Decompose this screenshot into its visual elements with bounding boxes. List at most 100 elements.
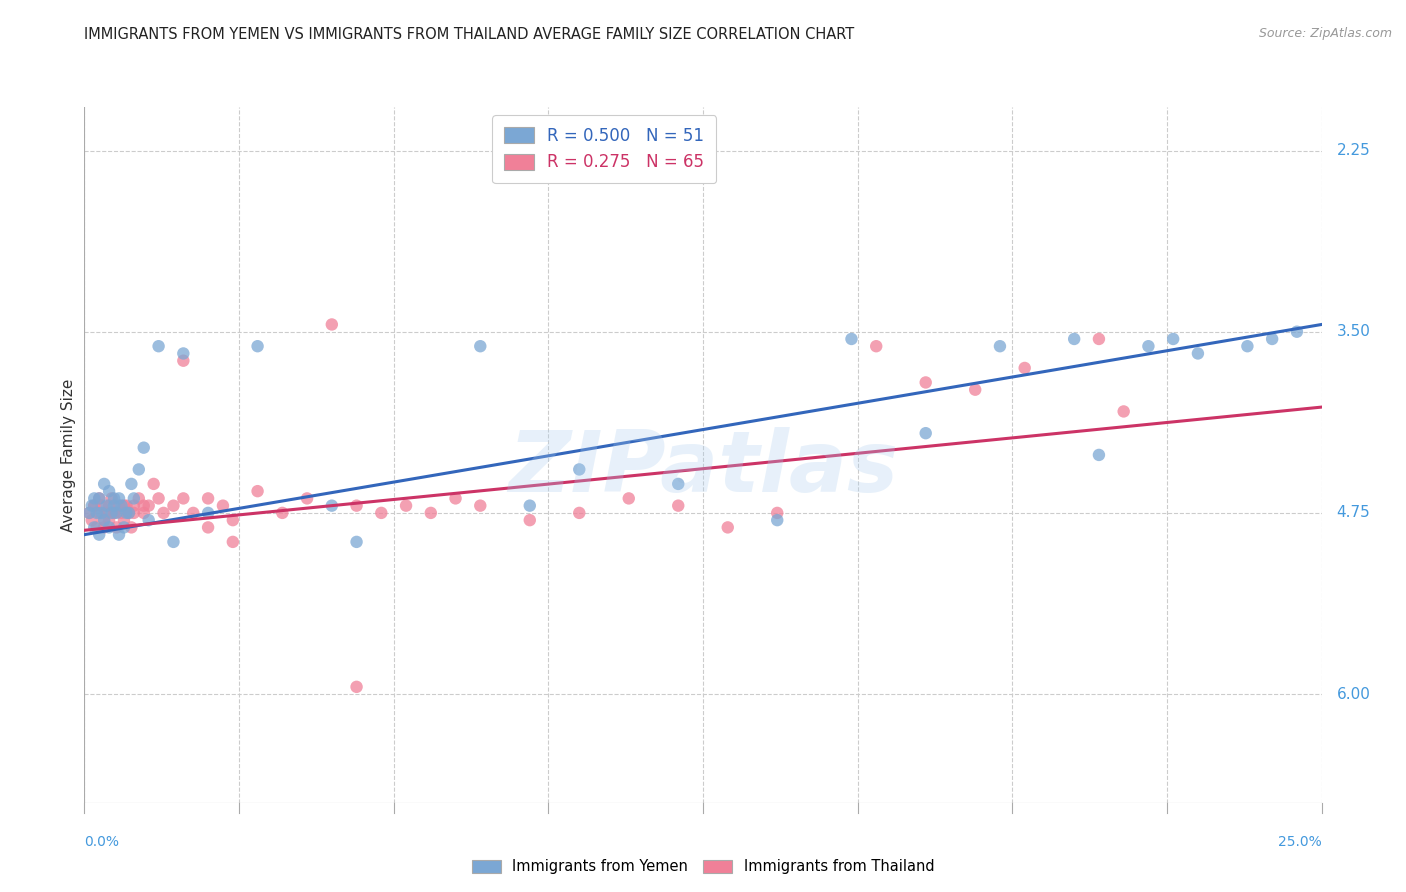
- Point: [395, 499, 418, 513]
- Point: [96, 506, 118, 520]
- Point: [115, 499, 138, 513]
- Point: [197, 491, 219, 506]
- Point: [419, 506, 441, 520]
- Point: [841, 332, 863, 346]
- Point: [142, 476, 165, 491]
- Point: [162, 534, 184, 549]
- Point: [105, 506, 128, 520]
- Text: 25.0%: 25.0%: [1278, 835, 1322, 848]
- Point: [444, 491, 467, 506]
- Y-axis label: Average Family Size: Average Family Size: [60, 378, 76, 532]
- Point: [181, 506, 204, 520]
- Point: [246, 484, 269, 499]
- Point: [1137, 339, 1160, 353]
- Point: [766, 513, 789, 527]
- Point: [90, 499, 112, 513]
- Point: [98, 520, 121, 534]
- Point: [103, 506, 125, 520]
- Point: [148, 339, 170, 353]
- Point: [83, 499, 105, 513]
- Point: [122, 499, 145, 513]
- Point: [89, 491, 111, 506]
- Point: [271, 506, 294, 520]
- Point: [197, 506, 219, 520]
- Point: [138, 513, 160, 527]
- Point: [470, 339, 492, 353]
- Point: [617, 491, 640, 506]
- Point: [86, 520, 108, 534]
- Point: [93, 476, 115, 491]
- Text: IMMIGRANTS FROM YEMEN VS IMMIGRANTS FROM THAILAND AVERAGE FAMILY SIZE CORRELATIO: IMMIGRANTS FROM YEMEN VS IMMIGRANTS FROM…: [84, 27, 855, 42]
- Text: ZIPatlas: ZIPatlas: [508, 427, 898, 510]
- Point: [98, 513, 121, 527]
- Point: [118, 506, 141, 520]
- Point: [321, 499, 343, 513]
- Point: [519, 499, 541, 513]
- Point: [100, 491, 122, 506]
- Point: [172, 491, 194, 506]
- Point: [519, 513, 541, 527]
- Point: [568, 462, 591, 476]
- Point: [105, 520, 128, 534]
- Point: [148, 491, 170, 506]
- Point: [93, 520, 115, 534]
- Point: [132, 499, 155, 513]
- Point: [122, 506, 145, 520]
- Point: [246, 339, 269, 353]
- Point: [1285, 325, 1308, 339]
- Point: [112, 513, 135, 527]
- Point: [118, 506, 141, 520]
- Point: [138, 499, 160, 513]
- Point: [1112, 404, 1135, 418]
- Point: [83, 499, 105, 513]
- Point: [295, 491, 318, 506]
- Point: [914, 376, 936, 390]
- Point: [89, 506, 111, 520]
- Legend: Immigrants from Yemen, Immigrants from Thailand: Immigrants from Yemen, Immigrants from T…: [465, 854, 941, 880]
- Point: [112, 499, 135, 513]
- Point: [766, 506, 789, 520]
- Point: [83, 520, 105, 534]
- Point: [1088, 448, 1111, 462]
- Point: [90, 506, 112, 520]
- Point: [717, 520, 740, 534]
- Point: [666, 499, 689, 513]
- Text: 3.50: 3.50: [1337, 324, 1371, 339]
- Legend: R = 0.500   N = 51, R = 0.275   N = 65: R = 0.500 N = 51, R = 0.275 N = 65: [492, 115, 716, 183]
- Point: [103, 491, 125, 506]
- Point: [132, 506, 155, 520]
- Point: [212, 499, 235, 513]
- Point: [222, 534, 245, 549]
- Point: [120, 520, 142, 534]
- Point: [108, 491, 131, 506]
- Point: [132, 441, 155, 455]
- Text: 6.00: 6.00: [1337, 687, 1371, 702]
- Point: [1014, 360, 1036, 375]
- Point: [470, 499, 492, 513]
- Point: [122, 491, 145, 506]
- Point: [321, 318, 343, 332]
- Point: [1236, 339, 1258, 353]
- Point: [108, 499, 131, 513]
- Point: [197, 520, 219, 534]
- Point: [988, 339, 1011, 353]
- Point: [172, 353, 194, 368]
- Point: [98, 484, 121, 499]
- Point: [98, 499, 121, 513]
- Point: [346, 680, 368, 694]
- Point: [914, 426, 936, 441]
- Point: [128, 491, 150, 506]
- Point: [112, 520, 135, 534]
- Point: [965, 383, 987, 397]
- Point: [370, 506, 392, 520]
- Point: [1088, 332, 1111, 346]
- Point: [222, 513, 245, 527]
- Point: [79, 506, 101, 520]
- Point: [89, 527, 111, 541]
- Point: [108, 527, 131, 541]
- Point: [103, 499, 125, 513]
- Point: [1261, 332, 1284, 346]
- Point: [103, 506, 125, 520]
- Point: [865, 339, 887, 353]
- Point: [1161, 332, 1184, 346]
